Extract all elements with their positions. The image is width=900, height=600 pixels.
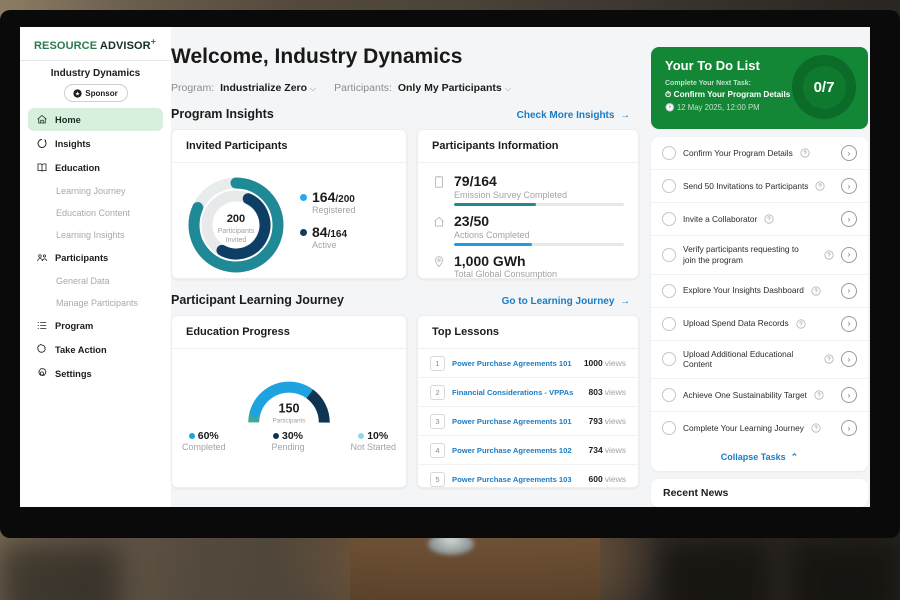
svg-text:200: 200 [227,213,245,225]
svg-text:150: 150 [278,401,299,415]
svg-text:Participants: Participants [273,417,306,424]
svg-text:Participants: Participants [218,228,255,235]
svg-text:Invited: Invited [226,237,247,244]
